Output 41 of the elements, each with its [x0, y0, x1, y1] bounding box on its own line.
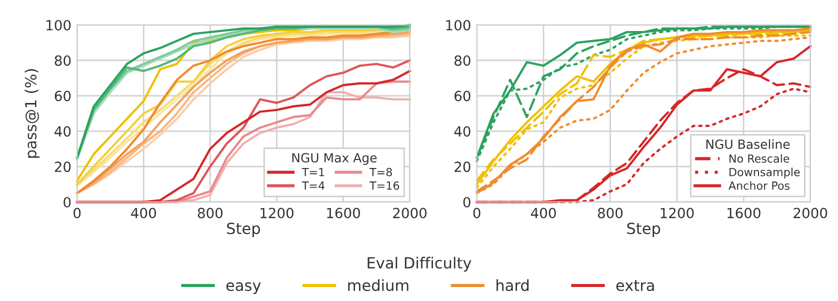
y-tick-label: 0	[64, 196, 71, 208]
legend-label: T=1	[302, 168, 324, 176]
y-tick-label: 40	[454, 126, 470, 137]
y-tick-label: 20	[454, 162, 470, 172]
y-tick-label: 100	[46, 20, 71, 30]
x-tick-label: 2000	[393, 208, 427, 218]
x-axis-title: Step	[227, 222, 260, 238]
x-tick-label: 0	[74, 208, 81, 218]
category-label: hard	[496, 279, 529, 292]
x-tick-label: 2000	[794, 208, 828, 218]
x-tick-label: 400	[131, 208, 156, 218]
x-axis-title: Step	[627, 222, 660, 238]
legend-label: T=4	[302, 182, 324, 190]
legend-title: NGU Baseline	[706, 139, 790, 149]
x-tick-label: 400	[530, 208, 556, 218]
x-tick-label: 1600	[727, 208, 760, 218]
y-tick-label: 60	[54, 90, 71, 102]
legend-label: T=16	[370, 181, 400, 190]
x-tick-label: 800	[598, 208, 623, 218]
legend-label: Downsample	[730, 168, 800, 178]
legend-label: T=8	[370, 168, 392, 176]
x-tick-label: 0	[473, 208, 480, 218]
y-tick-label: 40	[54, 126, 71, 137]
category-label: easy	[226, 282, 261, 294]
category-label: medium	[348, 279, 408, 292]
y-tick-label: 20	[54, 162, 71, 172]
x-tick-label: 1200	[260, 208, 294, 218]
legend-title: Eval Difficulty	[368, 256, 472, 272]
y-tick-label: 100	[446, 20, 470, 30]
legend-label: Anchor Pos	[728, 181, 790, 190]
x-tick-label: 800	[198, 208, 223, 218]
y-tick-label: 80	[54, 55, 71, 66]
x-tick-label: 1200	[660, 208, 694, 218]
category-label: extra	[616, 280, 654, 292]
y-tick-label: 80	[454, 55, 470, 66]
legend-label: No Rescale	[730, 154, 790, 163]
x-tick-label: 1600	[327, 208, 360, 218]
y-tick-label: 0	[463, 196, 470, 208]
legend-title: NGU Max Age	[292, 153, 377, 165]
y-tick-label: 60	[454, 90, 470, 102]
y-axis-title: pass@1 (%)	[24, 69, 40, 158]
